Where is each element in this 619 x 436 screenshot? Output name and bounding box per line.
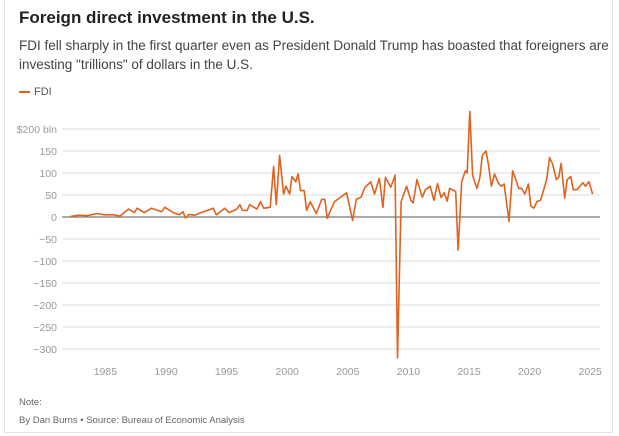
x-tick-label: 1985 [94,366,118,378]
y-tick-label: $200 bln [17,124,57,136]
x-tick-label: 2005 [336,366,360,378]
y-tick-label: −150 [33,278,57,290]
y-tick-label: 50 [45,190,57,202]
x-tick-label: 1990 [154,366,178,378]
x-tick-label: 2025 [579,366,603,378]
x-tick-label: 2020 [518,366,542,378]
chart-note: Note: [19,397,42,408]
legend-swatch [19,91,30,93]
y-tick-label: −300 [33,344,57,356]
legend: FDI [19,86,52,98]
x-tick-label: 1995 [215,366,239,378]
chart-subtitle: FDI fell sharply in the first quarter ev… [19,38,609,72]
y-tick-label: −50 [39,234,57,246]
x-tick-label: 2010 [397,366,421,378]
y-tick-label: −200 [33,300,57,312]
series-line-fdi [70,110,594,359]
x-tick-label: 2000 [276,366,300,378]
chart-title: Foreign direct investment in the U.S. [19,8,315,27]
y-tick-label: 100 [39,168,57,180]
y-tick-label: −100 [33,256,57,268]
y-tick-label: 150 [39,146,57,158]
y-tick-label: −250 [33,322,57,334]
x-tick-label: 2015 [457,366,481,378]
y-tick-label: 0 [51,212,57,224]
legend-label: FDI [34,86,52,98]
chart-card: Foreign direct investment in the U.S. FD… [4,0,613,433]
chart-source: By Dan Burns • Source: Bureau of Economi… [19,415,245,426]
